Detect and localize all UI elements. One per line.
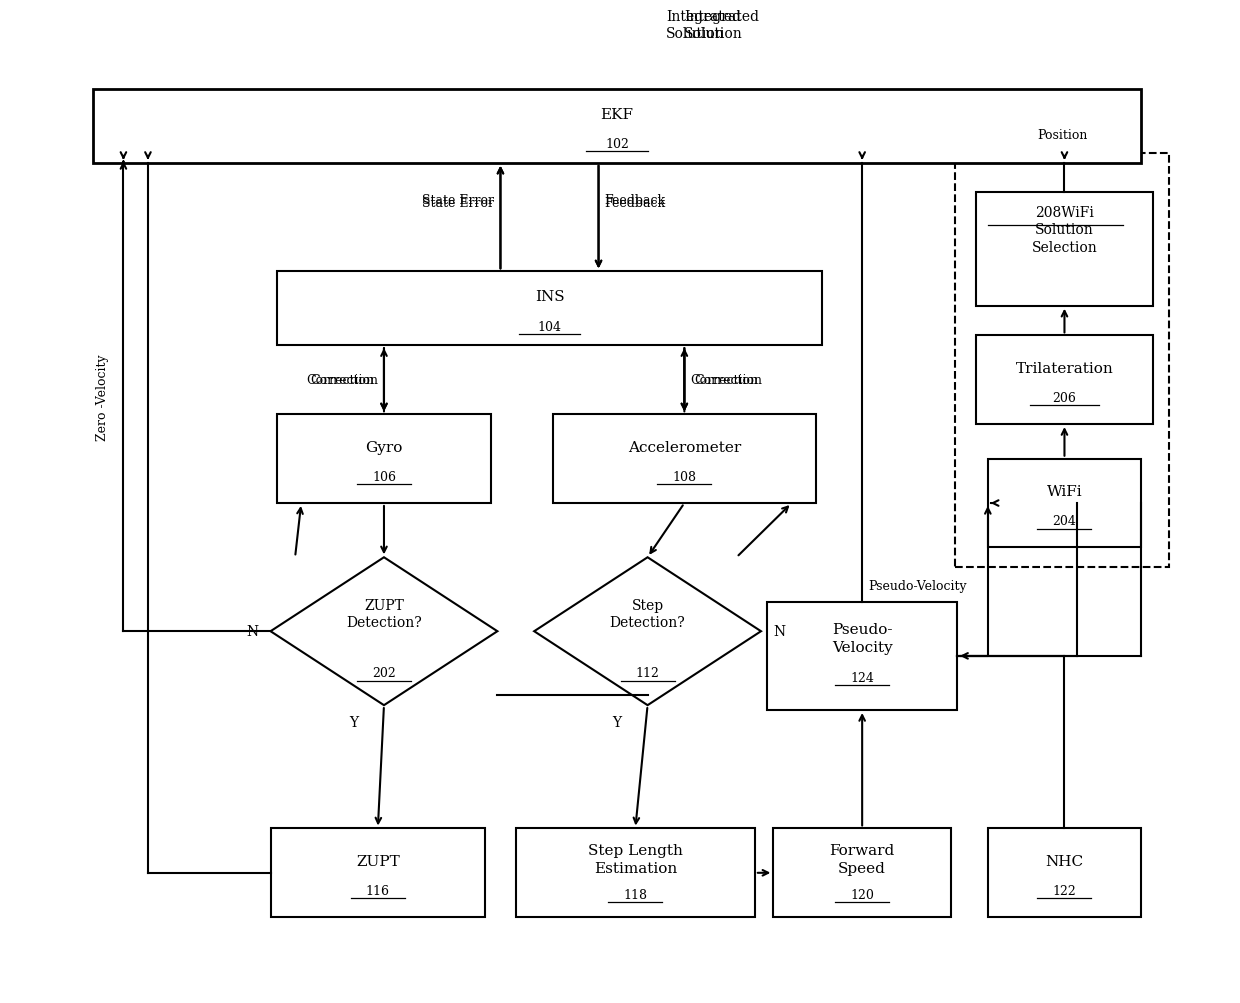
Text: ZUPT: ZUPT bbox=[356, 855, 399, 869]
Text: 124: 124 bbox=[851, 671, 874, 684]
Text: N: N bbox=[774, 625, 785, 639]
Text: Feedback: Feedback bbox=[605, 197, 666, 210]
Text: 104: 104 bbox=[537, 320, 562, 333]
Bar bbox=[976, 194, 1153, 307]
Text: 120: 120 bbox=[851, 888, 874, 901]
Text: 116: 116 bbox=[366, 885, 389, 897]
Bar bbox=[270, 828, 485, 918]
Bar bbox=[955, 153, 1169, 568]
Text: Gyro: Gyro bbox=[366, 440, 403, 454]
Text: Y: Y bbox=[613, 715, 621, 729]
Text: 112: 112 bbox=[636, 666, 660, 679]
Bar bbox=[516, 828, 755, 918]
Bar bbox=[988, 459, 1141, 548]
Text: 204: 204 bbox=[1053, 515, 1076, 528]
Text: 208WiFi
Solution
Selection: 208WiFi Solution Selection bbox=[1032, 206, 1097, 255]
Polygon shape bbox=[534, 558, 761, 705]
Bar bbox=[976, 336, 1153, 424]
Bar bbox=[988, 828, 1141, 918]
Bar bbox=[768, 602, 957, 710]
Text: Correction: Correction bbox=[306, 374, 374, 387]
Text: Integrated
Solution: Integrated Solution bbox=[684, 10, 759, 41]
Text: Y: Y bbox=[348, 715, 358, 729]
Text: Accelerometer: Accelerometer bbox=[627, 440, 742, 454]
Text: WiFi: WiFi bbox=[1047, 484, 1083, 498]
Text: Correction: Correction bbox=[694, 374, 763, 387]
Text: Pseudo-Velocity: Pseudo-Velocity bbox=[868, 579, 967, 592]
Text: INS: INS bbox=[534, 290, 564, 304]
Bar bbox=[277, 415, 491, 504]
Text: ZUPT
Detection?: ZUPT Detection? bbox=[346, 598, 422, 630]
Polygon shape bbox=[270, 558, 497, 705]
Bar bbox=[93, 90, 1141, 163]
Text: Correction: Correction bbox=[310, 374, 378, 387]
Text: Zero -Velocity: Zero -Velocity bbox=[95, 354, 109, 441]
Text: Position: Position bbox=[1037, 129, 1087, 142]
Text: N: N bbox=[246, 625, 258, 639]
Text: Step Length
Estimation: Step Length Estimation bbox=[588, 844, 683, 875]
Text: NHC: NHC bbox=[1045, 855, 1084, 869]
Text: Feedback: Feedback bbox=[605, 194, 666, 207]
Text: 118: 118 bbox=[624, 888, 647, 901]
Bar bbox=[774, 828, 951, 918]
Text: Step
Detection?: Step Detection? bbox=[610, 598, 686, 630]
Text: 206: 206 bbox=[1053, 391, 1076, 404]
Text: Correction: Correction bbox=[691, 374, 759, 387]
Text: Pseudo-
Velocity: Pseudo- Velocity bbox=[832, 623, 893, 654]
Text: Trilateration: Trilateration bbox=[1016, 361, 1114, 375]
Text: EKF: EKF bbox=[600, 108, 634, 122]
Text: 102: 102 bbox=[605, 138, 629, 151]
Bar bbox=[553, 415, 816, 504]
Text: State Error: State Error bbox=[423, 197, 495, 210]
Text: 122: 122 bbox=[1053, 885, 1076, 897]
Bar bbox=[277, 272, 822, 346]
Text: Forward
Speed: Forward Speed bbox=[830, 844, 895, 875]
Text: Integrated
Solution: Integrated Solution bbox=[666, 10, 742, 41]
Text: 106: 106 bbox=[372, 470, 396, 483]
Text: 108: 108 bbox=[672, 470, 697, 483]
Text: 202: 202 bbox=[372, 666, 396, 679]
Text: State Error: State Error bbox=[423, 194, 495, 207]
